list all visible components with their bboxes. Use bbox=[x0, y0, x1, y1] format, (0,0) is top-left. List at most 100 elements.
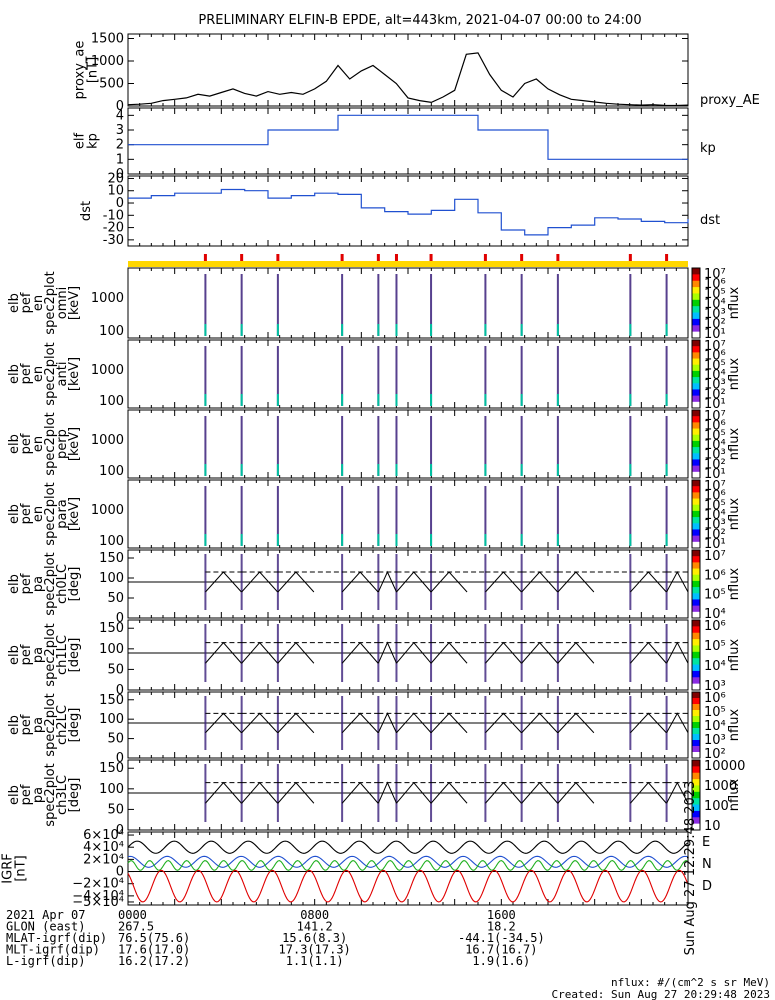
colorbar-swatch bbox=[692, 817, 700, 825]
pitch-stripe bbox=[484, 764, 487, 822]
y-tick-label-igrf: 6×10⁴ bbox=[83, 828, 124, 843]
spectrogram-stripe-low bbox=[520, 464, 523, 476]
colorbar-frame bbox=[691, 409, 701, 479]
y-tick-label-spectrogram: 1000 bbox=[91, 363, 124, 378]
colorbar-label: nflux bbox=[727, 709, 742, 742]
spectrogram-stripe-low bbox=[395, 534, 398, 546]
y-axis-label-line: spec2plot bbox=[43, 412, 58, 475]
spectrogram-stripe-low bbox=[665, 324, 668, 336]
colorbar-tick-label: 10⁵ bbox=[704, 588, 726, 603]
y-axis-label-line: [deg] bbox=[67, 638, 82, 673]
y-axis-label-line: para bbox=[55, 499, 70, 529]
legend-ae: proxy_AE bbox=[700, 93, 760, 108]
colorbar-swatch bbox=[692, 639, 700, 646]
y-axis-label-line: elb bbox=[7, 785, 22, 805]
spectrogram-stripe-low bbox=[276, 394, 279, 406]
spectrogram-stripe-low bbox=[430, 534, 433, 546]
spectrogram-stripe bbox=[395, 486, 398, 546]
footer: nflux: #/(cm^2 s sr MeV) Created: Sun Au… bbox=[551, 976, 770, 1000]
spectrogram-stripe bbox=[276, 486, 279, 546]
x-row-value: 1.9(1.6) bbox=[472, 954, 530, 968]
colorbar-tick-label: 10⁷ bbox=[704, 409, 726, 424]
pitch-stripe bbox=[665, 764, 668, 822]
pitch-stripe bbox=[276, 554, 279, 610]
pitch-stripe bbox=[520, 624, 523, 682]
y-tick-label-pitch: 100 bbox=[99, 782, 124, 797]
igrf-series-n bbox=[127, 860, 688, 871]
pitch-stripe bbox=[520, 554, 523, 610]
pitch-stripe bbox=[556, 554, 559, 610]
spectrogram-stripe-low bbox=[377, 394, 380, 406]
x-row-name: 2021 Apr 07 bbox=[6, 908, 85, 922]
footer-units: nflux: #/(cm^2 s sr MeV) bbox=[611, 976, 770, 989]
colorbar-swatch bbox=[692, 574, 700, 582]
spectrogram-stripe bbox=[430, 486, 433, 546]
spectrogram-stripe-low bbox=[629, 464, 632, 476]
spectrogram-stripe-low bbox=[665, 394, 668, 406]
spectrogram-stripe bbox=[395, 274, 398, 336]
y-axis-label-line: perp bbox=[55, 429, 70, 459]
colorbar-swatch bbox=[692, 306, 700, 314]
colorbar-label: nflux bbox=[727, 498, 742, 531]
spectrogram-stripe-low bbox=[430, 464, 433, 476]
y-tick-label-pitch: 0 bbox=[116, 823, 124, 838]
colorbar-tick-label: 100 bbox=[704, 799, 729, 814]
x-row-value: 141.2 bbox=[297, 920, 333, 934]
series-line-kp bbox=[128, 114, 688, 160]
y-tick-label-dst: -30 bbox=[103, 233, 124, 248]
y-tick-label-pitch: 0 bbox=[116, 611, 124, 626]
colorbar-swatch bbox=[692, 410, 700, 417]
x-row-name: GLON (east) bbox=[6, 920, 85, 934]
spectrogram-stripe bbox=[629, 486, 632, 546]
colorbar-swatch bbox=[692, 670, 700, 678]
pitch-stripe bbox=[395, 624, 398, 682]
colorbar-tick-label: 10⁶ bbox=[704, 619, 726, 634]
colorbar-swatch bbox=[692, 626, 700, 634]
spectrogram-stripe-low bbox=[377, 464, 380, 476]
x-row-value: 76.5(75.6) bbox=[118, 931, 190, 945]
colorbar-swatch bbox=[692, 428, 700, 436]
colorbar-tick-label: 10⁶ bbox=[704, 568, 726, 583]
spectrogram-stripe-low bbox=[556, 324, 559, 336]
colorbar-frame bbox=[691, 339, 701, 409]
colorbar-swatch bbox=[692, 287, 700, 294]
pitch-stripe bbox=[377, 554, 380, 610]
pitch-stripe bbox=[204, 764, 207, 822]
colorbar-tick-label: 10⁷ bbox=[704, 549, 726, 564]
pitch-stripe bbox=[629, 554, 632, 610]
spectrogram-stripe-low bbox=[341, 324, 344, 336]
series-line-ae bbox=[127, 52, 689, 107]
footer-created: Created: Sun Aug 27 20:29:48 2023 bbox=[551, 988, 770, 1000]
spectrogram-stripe bbox=[341, 486, 344, 546]
pitch-stripe bbox=[430, 696, 433, 750]
spectrogram-stripe bbox=[377, 486, 380, 546]
colorbar-tick-label: 10⁴ bbox=[704, 659, 726, 674]
colorbar-tick-label: 10⁶ bbox=[704, 489, 726, 504]
y-axis-label-line: elb bbox=[7, 574, 22, 594]
y-tick-label-pitch: 50 bbox=[107, 732, 124, 747]
y-tick-label-dst: 20 bbox=[107, 171, 124, 186]
spectrogram-frame bbox=[127, 479, 689, 549]
spectrogram-stripe bbox=[240, 274, 243, 336]
colorbar-tick-label: 10² bbox=[704, 317, 726, 332]
y-axis-label-line: elb bbox=[7, 293, 22, 313]
spectrogram-stripe-low bbox=[484, 534, 487, 546]
y-axis-label-line: spec2plot bbox=[43, 482, 58, 545]
y-tick-label-pitch: 50 bbox=[107, 662, 124, 677]
pitch-stripe bbox=[395, 764, 398, 822]
science-zone-marker bbox=[429, 254, 433, 261]
colorbar-swatch bbox=[692, 722, 700, 729]
y-axis-label-line: en bbox=[31, 366, 46, 382]
spectrogram-stripe-low bbox=[240, 324, 243, 336]
science-zone-marker bbox=[394, 254, 398, 261]
spectrogram-stripe bbox=[240, 346, 243, 406]
y-axis-label-line: ch2LC bbox=[55, 705, 70, 745]
spectrogram-stripe bbox=[430, 274, 433, 336]
colorbar-swatch bbox=[692, 517, 700, 524]
legend-dst: dst bbox=[700, 213, 720, 228]
colorbar-label: nflux bbox=[727, 287, 742, 320]
spectrogram-stripe bbox=[377, 274, 380, 336]
